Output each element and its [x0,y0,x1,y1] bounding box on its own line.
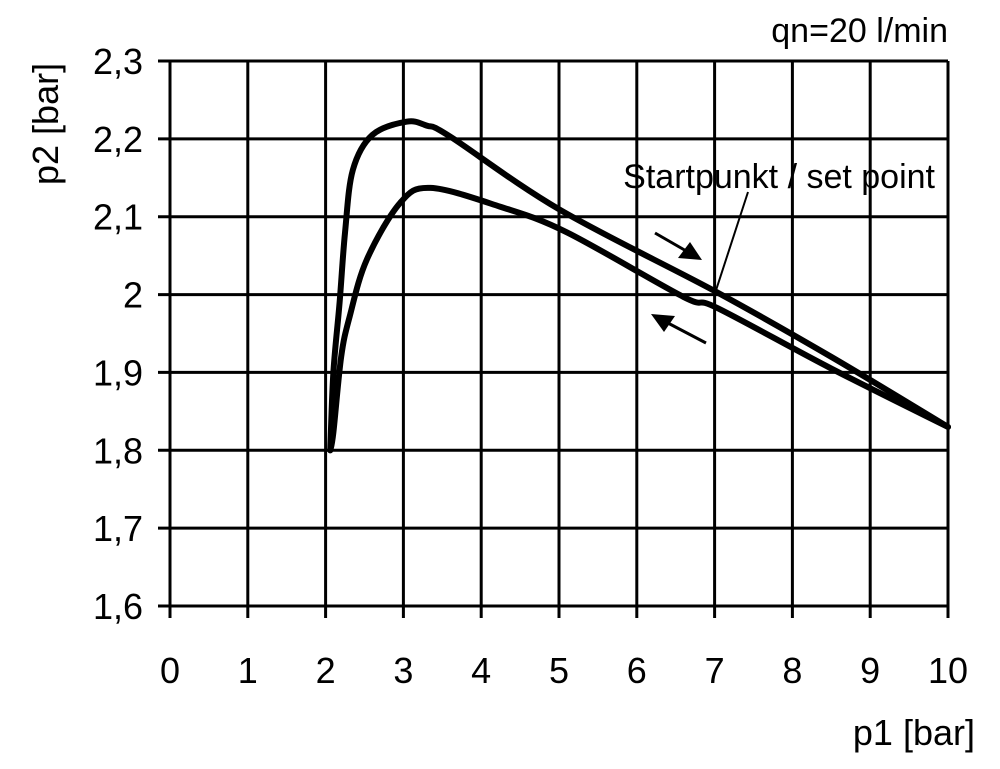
series [327,118,951,454]
y-tick-label: 2,2 [93,119,143,160]
x-tick-label: 10 [928,650,968,691]
setpoint-annotation: Startpunkt / set point [623,158,935,196]
series-line-1 [327,118,951,454]
arrow-decreasing [651,314,707,345]
x-tick-label: 4 [471,650,491,691]
x-tick-label: 2 [316,650,336,691]
tick-labels: 0 1 2 3 4 5 6 7 8 9 10 1,6 1,7 1,8 1,9 2 2,1 2,2 2,3 [93,41,968,691]
x-tick-label: 9 [860,650,880,691]
arrow-increasing [654,231,702,260]
x-tick-label: 7 [705,650,725,691]
x-tick-label: 0 [160,650,180,691]
y-tick-label: 2,1 [93,197,143,238]
y-tick-label: 2,3 [93,41,143,82]
setpoint-leader-line [713,191,749,295]
x-axis-label: p1 [bar] [853,712,975,753]
series-line-2 [327,184,951,454]
x-tick-label: 8 [782,650,802,691]
y-axis-label: p2 [bar] [25,63,66,185]
y-tick-label: 1,8 [93,430,143,471]
x-tick-label: 3 [393,650,413,691]
x-tick-label: 6 [627,650,647,691]
y-tick-label: 1,6 [93,586,143,627]
y-tick-label: 2 [123,275,143,316]
y-tick-label: 1,9 [93,352,143,393]
y-tick-label: 1,7 [93,508,143,549]
x-tick-label: 1 [238,650,258,691]
grid [158,59,950,618]
flow-annotation: qn=20 l/min [771,12,948,50]
x-tick-label: 5 [549,650,569,691]
